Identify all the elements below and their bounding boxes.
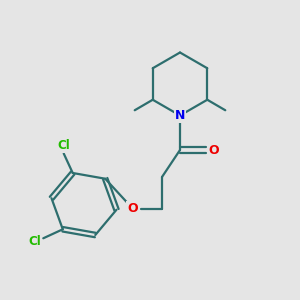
Text: N: N xyxy=(175,109,185,122)
Text: Cl: Cl xyxy=(28,235,41,248)
Text: O: O xyxy=(127,202,138,215)
Text: Cl: Cl xyxy=(57,139,70,152)
Text: O: O xyxy=(208,143,219,157)
